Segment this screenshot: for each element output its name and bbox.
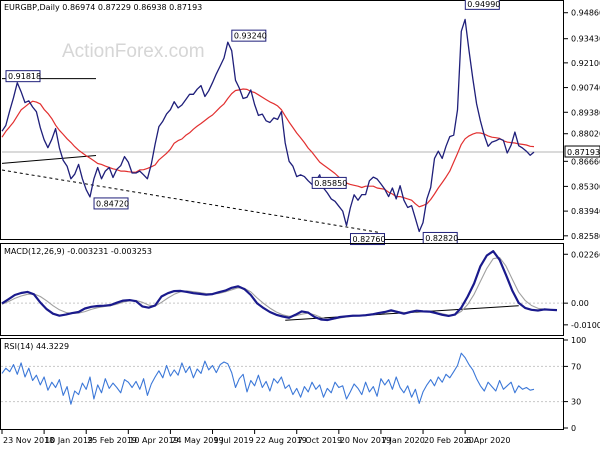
rsi-y-tick-label: 100 <box>571 336 586 345</box>
last-price-label: 0.87193 <box>567 148 600 157</box>
watermark: ActionForex.com <box>62 41 205 62</box>
rsi-y-tick-label: 0 <box>571 424 576 433</box>
macd-signal-line <box>1 257 558 320</box>
price-annotation-box <box>349 233 385 246</box>
channel-line <box>1 155 97 164</box>
x-tick-label: 24 May 2019 <box>171 436 223 445</box>
price-annotation-label: 0.82760 <box>352 235 385 244</box>
rsi-y-axis: 100 70 30 0 <box>564 336 586 433</box>
price-annotation-label: 0.85850 <box>314 179 347 188</box>
x-tick-label: 7 Oct 2019 <box>298 436 342 445</box>
price-annotation-label: 0.82820 <box>425 234 458 243</box>
support-trendline <box>1 169 381 234</box>
macd-y-tick-label: 0.00 <box>571 299 589 308</box>
x-tick-label: 10 Apr 2019 <box>129 436 178 445</box>
x-tick-label: 10 Jan 2019 <box>45 436 93 445</box>
last-price-box <box>564 145 600 158</box>
rsi-panel-frame <box>0 338 564 430</box>
price-annotation-label: 0.93240 <box>234 32 267 41</box>
rsi-gridlines <box>1 365 563 403</box>
price-annotation-box <box>464 0 500 10</box>
price-annotations: 0.91818 0.84720 0.93240 0.85850 0.82760 0.828… <box>5 0 500 246</box>
price-panel: EURGBP,Daily 0.86974 0.87229 0.86938 0.8… <box>0 0 600 246</box>
price-series <box>1 18 535 233</box>
rsi-panel-title: RSI(14) 44.3229 <box>4 342 69 351</box>
x-tick-label: 6 Apr 2020 <box>466 436 510 445</box>
ema-line <box>1 88 535 208</box>
rsi-line <box>1 352 535 405</box>
price-annotation-label: 0.91818 <box>8 72 41 81</box>
macd-panel: MACD(12,26,9) -0.003231 -0.003253 0.0226… <box>0 243 600 336</box>
macd-y-axis: 0.022662 0.00 -0.010052 <box>564 250 600 330</box>
x-tick-label: 22 Aug 2019 <box>256 436 307 445</box>
price-panel-title: EURGBP,Daily 0.86974 0.87229 0.86938 0.8… <box>4 3 202 12</box>
x-tick-label: 7 Jan 2020 <box>382 436 425 445</box>
price-annotation-box <box>311 176 347 189</box>
price-annotation-box <box>231 29 267 42</box>
x-tick-label: 25 Feb 2019 <box>87 436 137 445</box>
x-tick-label: 23 Nov 2018 <box>3 436 54 445</box>
price-panel-frame <box>0 0 564 240</box>
rsi-y-tick-label: 30 <box>571 398 581 407</box>
x-tick-label: 9 Jul 2019 <box>214 436 254 445</box>
macd-y-tick-label: -0.010052 <box>571 321 600 330</box>
rsi-panel: RSI(14) 44.3229 100 70 30 0 <box>0 336 586 433</box>
macd-line <box>1 250 558 322</box>
macd-series <box>1 250 558 322</box>
x-tick-label: 20 Nov 2019 <box>340 436 391 445</box>
price-annotation-label: 0.94990 <box>467 0 500 9</box>
price-line <box>1 18 535 233</box>
rsi-y-tick-label: 70 <box>571 362 581 371</box>
price-annotation-label: 0.84720 <box>96 199 129 208</box>
macd-y-tick-label: 0.022662 <box>571 250 600 259</box>
price-annotation-box <box>5 70 41 83</box>
macd-panel-frame <box>0 243 564 336</box>
rsi-series <box>1 352 535 405</box>
macd-panel-title: MACD(12,26,9) -0.003231 -0.003253 <box>4 247 152 256</box>
price-annotation-box <box>93 197 129 210</box>
x-tick-label: 20 Feb 2020 <box>424 436 474 445</box>
